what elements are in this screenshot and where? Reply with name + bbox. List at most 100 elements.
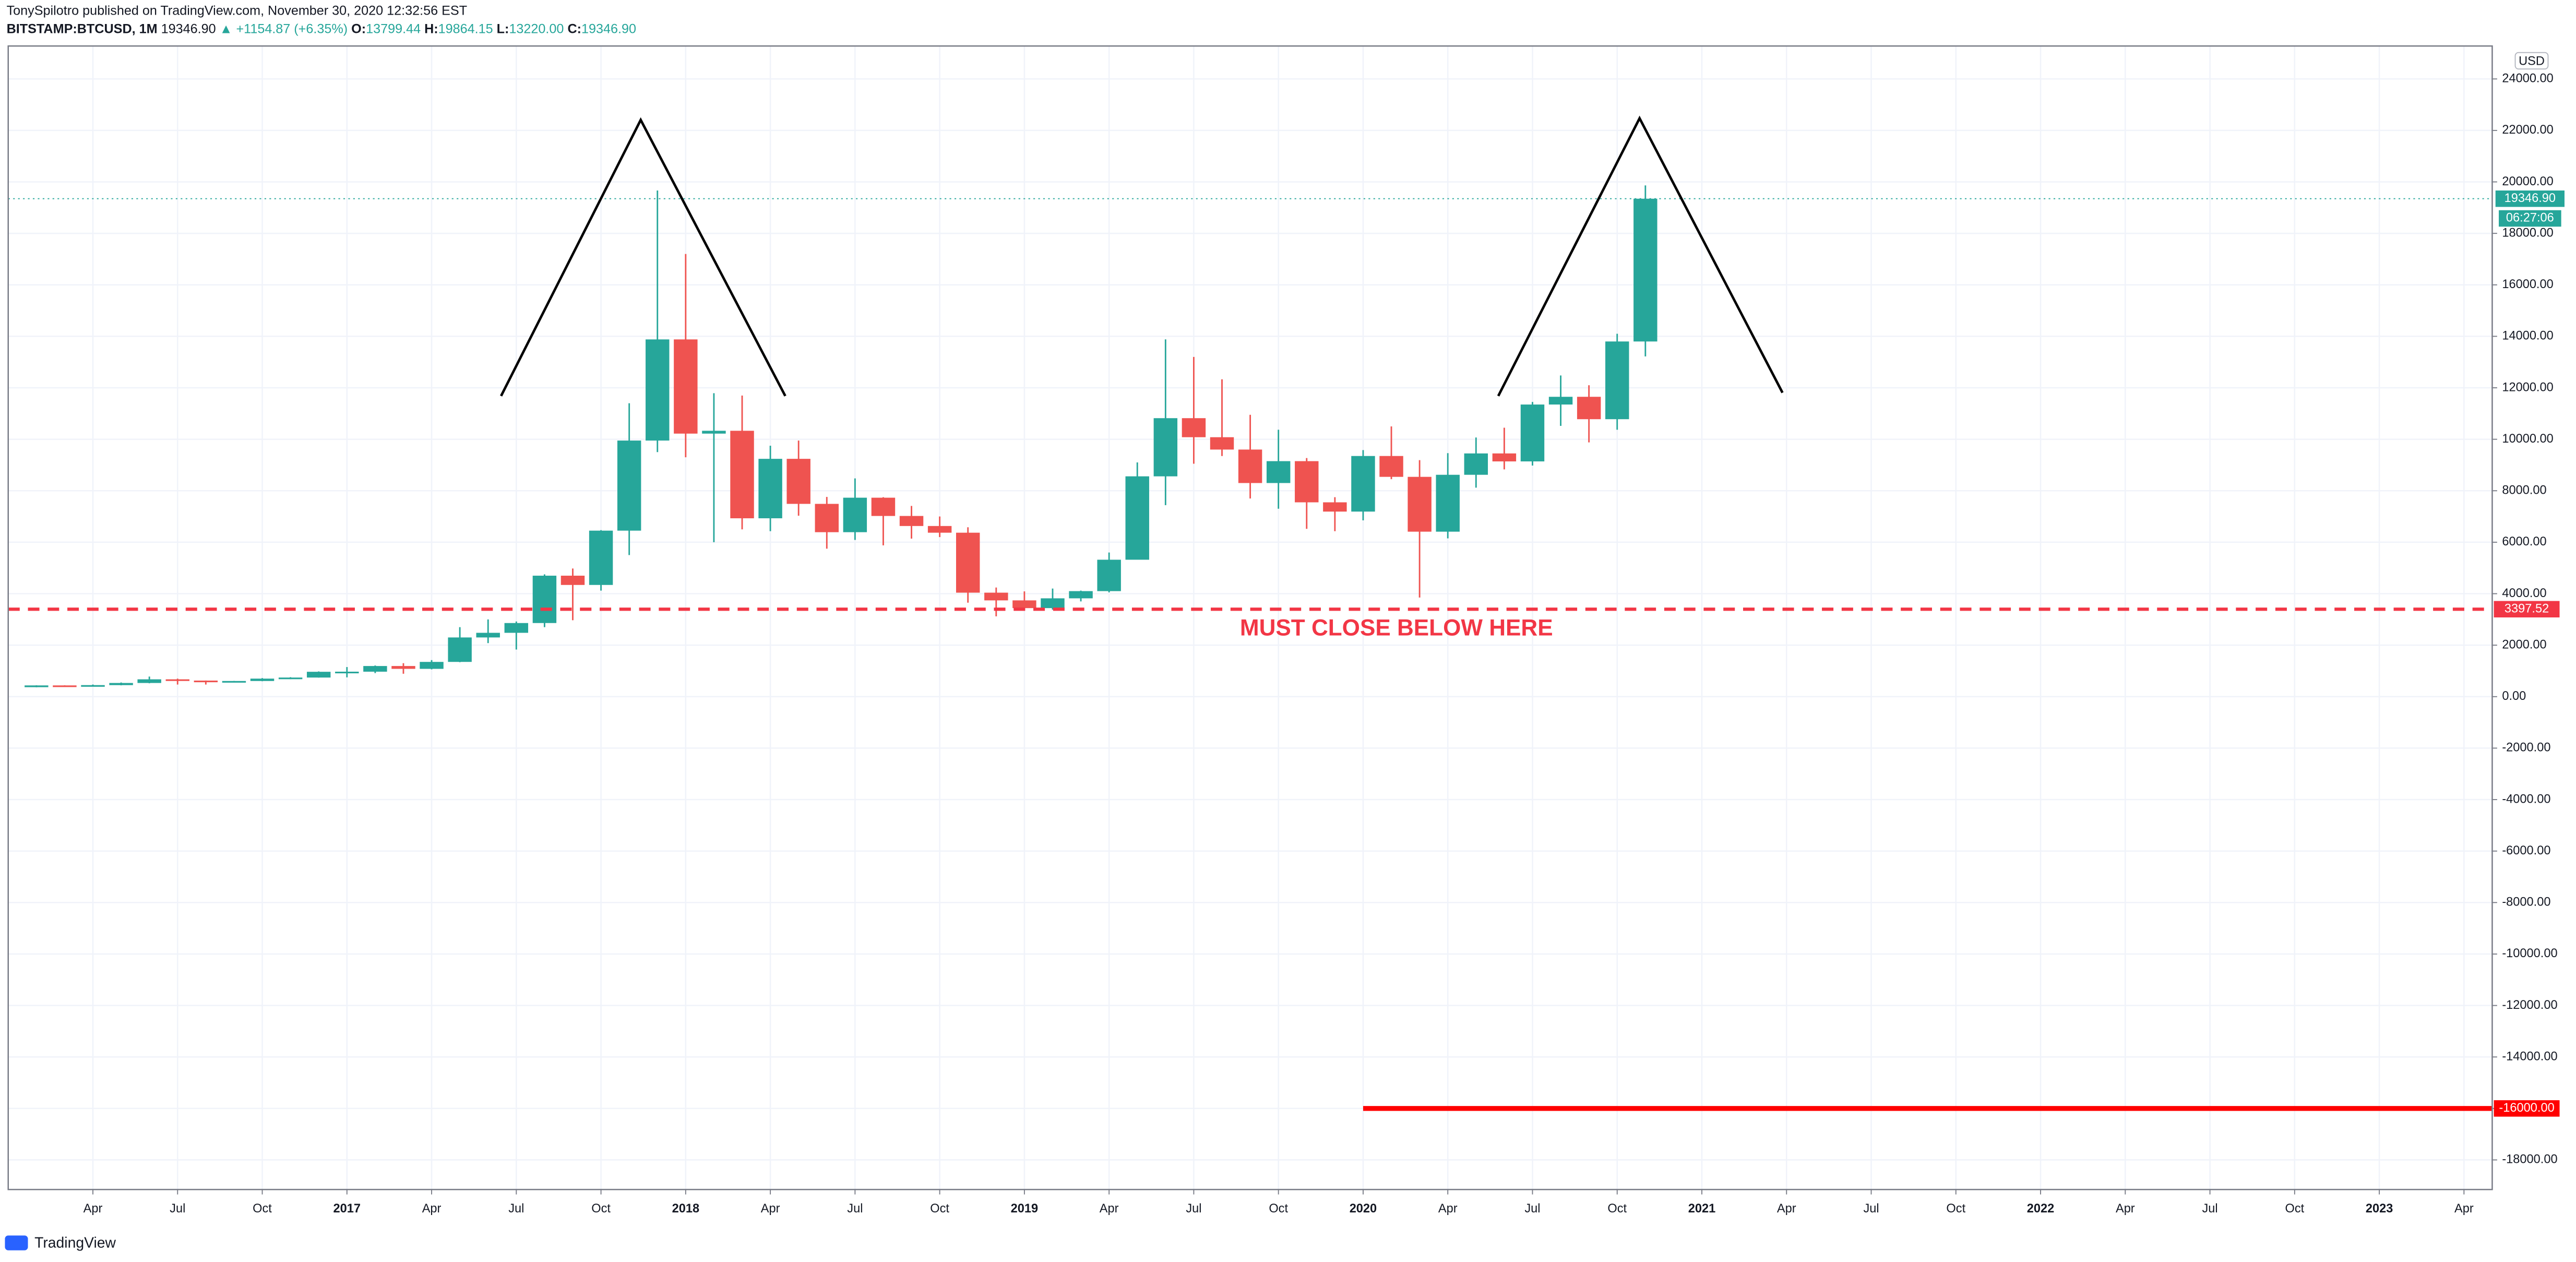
symbol: BITSTAMP:BTCUSD, 1M (7, 21, 158, 36)
candle-body (1379, 456, 1403, 477)
candle-body (1351, 456, 1375, 512)
candle-body (1408, 477, 1432, 532)
y-tick-label: -18000.00 (2502, 1153, 2557, 1166)
candle-body (956, 532, 980, 593)
candle-body (730, 431, 754, 519)
x-tick-label: Apr (1100, 1202, 1119, 1216)
y-tick-label: -2000.00 (2502, 741, 2550, 755)
y-tick-label: -12000.00 (2502, 998, 2557, 1012)
candle-body (984, 592, 1008, 601)
ohlc-key: H: (424, 21, 438, 36)
logo-icon (5, 1235, 28, 1251)
x-tick-label: 2017 (333, 1202, 361, 1216)
axis: 24000.00 22000.00 20000.00 18000.00 16000.00… (84, 72, 2565, 1216)
x-tick-label: Jul (847, 1202, 863, 1216)
currency-box (2514, 52, 2549, 70)
x-tick-label: Oct (930, 1202, 949, 1216)
ohlc-value: 13220.00 (509, 21, 564, 36)
candle-body (758, 459, 782, 519)
candle-body (532, 576, 557, 623)
candle-body (843, 497, 867, 532)
candle-body (1633, 198, 1657, 342)
candle-body (815, 504, 839, 532)
candle-body (1577, 397, 1601, 420)
candle-body (1295, 461, 1319, 503)
candle-body (137, 679, 161, 683)
x-tick-label: Oct (253, 1202, 272, 1216)
candle-body (560, 576, 585, 585)
candle-body (1153, 418, 1178, 477)
x-tick-label: 2020 (1350, 1202, 1377, 1216)
line-tag (2494, 1100, 2560, 1117)
countdown-tag (2499, 210, 2561, 227)
candle-body (53, 685, 77, 687)
x-tick-label: Apr (84, 1202, 103, 1216)
y-tick-label: 4000.00 (2502, 587, 2546, 600)
marks: MUST CLOSE BELOW HERE (8, 185, 2492, 1111)
x-tick-label: Jul (1863, 1202, 1879, 1216)
y-tick-label: 0.00 (2502, 689, 2526, 703)
y-tick-label: 2000.00 (2502, 638, 2546, 651)
x-tick-label: 2021 (1688, 1202, 1716, 1216)
countdown-label: 06:27:06 (2506, 211, 2554, 225)
candle-body (1125, 476, 1149, 560)
x-tick-label: Oct (591, 1202, 611, 1216)
y-tick-label: -14000.00 (2502, 1050, 2557, 1063)
x-tick-label: 2019 (1011, 1202, 1039, 1216)
candle-body (504, 623, 529, 633)
candle-body (81, 685, 105, 687)
candle-body (1492, 453, 1517, 462)
candle-body (194, 681, 218, 683)
candle-body (786, 459, 810, 504)
price-tag (2495, 190, 2565, 207)
pattern-drawing (1497, 115, 1784, 397)
x-tick-label: Oct (1607, 1202, 1627, 1216)
candle-body (306, 672, 331, 678)
candle-body (1323, 502, 1347, 512)
y-tick-label: 14000.00 (2502, 329, 2553, 343)
candle-body (1605, 341, 1629, 420)
y-tick-label: 22000.00 (2502, 123, 2553, 137)
candle-body (363, 666, 387, 672)
ohlc-value: 19346.90 (581, 21, 636, 36)
y-tick-label: 20000.00 (2502, 175, 2553, 188)
x-tick-label: Jul (1524, 1202, 1540, 1216)
candle-body (250, 678, 275, 681)
line-tag-label: 3397.52 (2505, 602, 2549, 615)
ohlc-value: 13799.44 (366, 21, 421, 36)
legend-line: BITSTAMP:BTCUSD, 1M 19346.90 ▲ +1154.87 … (7, 21, 636, 36)
change: ▲ +1154.87 (+6.35%) (220, 21, 348, 36)
y-tick-label: 12000.00 (2502, 380, 2553, 394)
candle-body (1182, 418, 1206, 437)
y-tick-label: -6000.00 (2502, 844, 2550, 858)
candle-body (420, 662, 444, 669)
publisher: TonySpilotro published on TradingView.co… (7, 4, 467, 18)
candle-body (927, 526, 952, 533)
candle-body (617, 440, 641, 531)
y-tick-label: -4000.00 (2502, 792, 2550, 806)
currency: USD (2519, 54, 2545, 68)
price-tag-label: 19346.90 (2505, 192, 2556, 205)
candle-body (871, 497, 896, 516)
candle-body (391, 666, 415, 669)
plot-frame (7, 45, 2493, 1190)
y-tick-label: 24000.00 (2502, 72, 2553, 85)
x-tick-label: Apr (2116, 1202, 2135, 1216)
candle-body (165, 679, 189, 681)
ohlc-key: C: (567, 21, 581, 36)
candle-body (702, 431, 726, 434)
ohlc-key: O: (351, 21, 366, 36)
candle-body (1097, 559, 1121, 591)
x-tick-label: Jul (508, 1202, 524, 1216)
line-tag-label: -16000.00 (2499, 1101, 2554, 1115)
candle-body (646, 339, 670, 441)
y-tick-label: 10000.00 (2502, 432, 2553, 446)
x-tick-label: Apr (1777, 1202, 1796, 1216)
y-tick-label: 8000.00 (2502, 484, 2546, 497)
candle-body (1436, 474, 1460, 532)
candle-body (109, 683, 133, 685)
y-tick-label: 18000.00 (2502, 226, 2553, 240)
x-tick-label: Apr (761, 1202, 780, 1216)
